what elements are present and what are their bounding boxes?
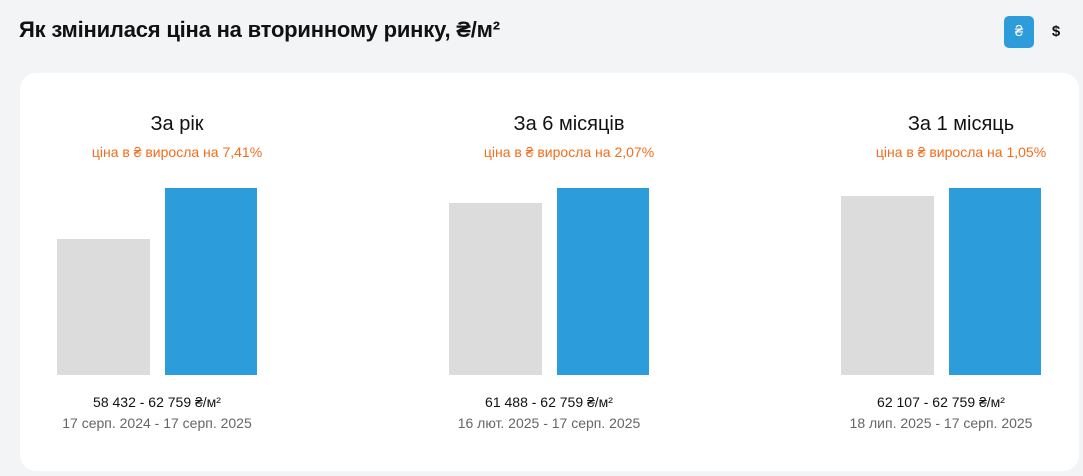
panel-1-month: За 1 місяць ціна в ₴ виросла на 1,05% 62…: [841, 73, 1081, 471]
panel-6-months: За 6 місяців ціна в ₴ виросла на 2,07% 6…: [449, 73, 689, 471]
panel-year: За рік ціна в ₴ виросла на 7,41% 58 432 …: [57, 73, 297, 471]
bar-pair: [449, 188, 689, 375]
panel-title: За рік: [150, 113, 204, 135]
header: Як змінилася ціна на вторинному ринку, ₴…: [0, 0, 1083, 64]
price-range: 61 488 - 62 759 ₴/м²: [485, 394, 613, 410]
bar-previous: [449, 203, 542, 375]
panel-title: За 1 місяць: [907, 113, 1015, 135]
bar-pair: [841, 188, 1081, 375]
bar-previous: [841, 195, 934, 375]
page-title: Як змінилася ціна на вторинному ринку, ₴…: [19, 17, 500, 42]
panel-title: За 6 місяців: [513, 113, 625, 135]
price-change-text: ціна в ₴ виросла на 7,41%: [91, 144, 263, 160]
currency-uah-button[interactable]: ₴: [1004, 16, 1034, 48]
price-change-text: ціна в ₴ виросла на 2,07%: [483, 144, 655, 160]
price-range: 58 432 - 62 759 ₴/м²: [93, 394, 221, 410]
price-change-text: ціна в ₴ виросла на 1,05%: [875, 144, 1047, 160]
currency-usd-button[interactable]: $: [1051, 23, 1061, 40]
price-range: 62 107 - 62 759 ₴/м²: [877, 394, 1005, 410]
bar-current: [165, 188, 257, 375]
bar-previous: [57, 239, 150, 375]
bar-current: [557, 188, 649, 375]
date-range: 17 серп. 2024 - 17 серп. 2025: [62, 415, 252, 431]
date-range: 18 лип. 2025 - 17 серп. 2025: [849, 415, 1033, 431]
bar-current: [949, 188, 1041, 375]
bar-pair: [57, 188, 297, 375]
price-change-card: За рік ціна в ₴ виросла на 7,41% 58 432 …: [20, 73, 1079, 471]
date-range: 16 лют. 2025 - 17 серп. 2025: [457, 415, 641, 431]
